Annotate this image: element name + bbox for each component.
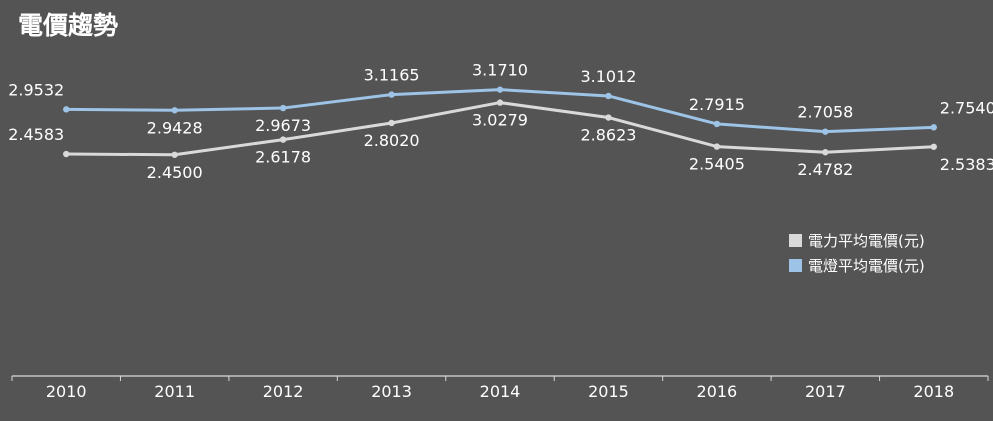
data-point bbox=[388, 119, 395, 127]
data-label: 2.9428 bbox=[147, 118, 203, 137]
data-point bbox=[171, 107, 178, 114]
data-label: 3.1165 bbox=[364, 66, 420, 85]
x-tick-label: 2014 bbox=[480, 382, 521, 401]
legend-label: 電燈平均電價(元) bbox=[808, 257, 925, 275]
data-point bbox=[930, 143, 937, 150]
data-label: 2.7915 bbox=[689, 95, 745, 114]
x-tick-label: 2010 bbox=[46, 382, 87, 401]
data-point bbox=[63, 106, 70, 113]
legend-label: 電力平均電價(元) bbox=[808, 232, 925, 250]
legend-swatch bbox=[789, 234, 802, 247]
data-point bbox=[605, 92, 612, 100]
x-tick-label: 2015 bbox=[588, 382, 629, 401]
data-point bbox=[713, 120, 721, 128]
data-label: 2.4583 bbox=[8, 125, 64, 144]
x-tick-label: 2011 bbox=[154, 382, 195, 401]
data-label: 2.9532 bbox=[8, 80, 64, 99]
data-point bbox=[171, 151, 178, 158]
data-label: 2.4782 bbox=[797, 160, 853, 179]
legend: 電力平均電價(元) 電燈平均電價(元) bbox=[789, 232, 925, 275]
chart-title: 電價趨勢 bbox=[18, 11, 118, 40]
data-label: 2.6178 bbox=[255, 148, 311, 167]
data-point bbox=[496, 86, 504, 93]
data-label: 2.8623 bbox=[580, 126, 636, 145]
data-label: 2.5405 bbox=[689, 155, 745, 174]
data-point bbox=[713, 143, 721, 150]
data-label: 3.1710 bbox=[472, 61, 528, 80]
x-tick-label: 2018 bbox=[913, 382, 954, 401]
data-label: 3.0279 bbox=[472, 111, 528, 130]
legend-swatch bbox=[789, 259, 802, 272]
series-points bbox=[63, 86, 937, 158]
x-tick-label: 2016 bbox=[697, 382, 738, 401]
x-tick-label: 2017 bbox=[805, 382, 846, 401]
data-point bbox=[496, 99, 504, 106]
x-tick-label: 2013 bbox=[371, 382, 412, 401]
data-label: 2.7058 bbox=[797, 103, 853, 122]
data-point bbox=[279, 104, 287, 112]
data-point bbox=[63, 150, 70, 158]
data-labels: 2.9532 2.9428 2.9673 3.1165 3.1710 3.1012 2.79… bbox=[8, 61, 993, 182]
data-label: 3.1012 bbox=[580, 67, 636, 86]
data-point bbox=[822, 128, 829, 135]
data-label: 2.7540 bbox=[940, 98, 993, 117]
data-point bbox=[822, 149, 829, 156]
x-tick-label: 2012 bbox=[263, 382, 304, 401]
data-point bbox=[930, 124, 937, 131]
data-label: 2.8020 bbox=[364, 131, 420, 150]
data-point bbox=[279, 136, 287, 143]
data-label: 2.5383 bbox=[940, 155, 993, 174]
data-label: 2.9673 bbox=[255, 116, 311, 135]
data-label: 2.4500 bbox=[147, 163, 203, 182]
data-point bbox=[605, 114, 612, 121]
x-axis: 2010 2011 2012 2013 2014 2015 2016 2017 2018 bbox=[11, 375, 989, 401]
data-point bbox=[388, 91, 395, 98]
